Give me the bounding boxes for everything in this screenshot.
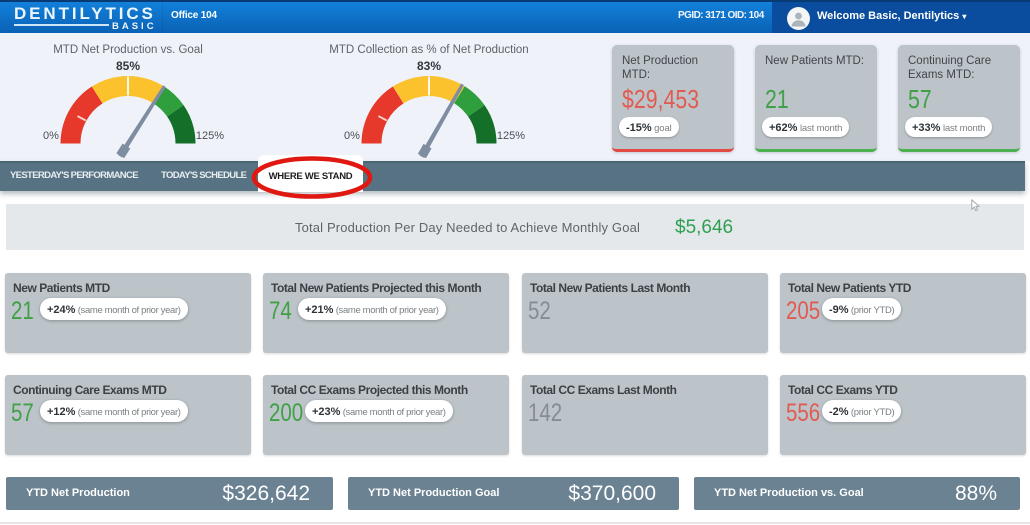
svg-text:83%: 83%: [417, 59, 441, 73]
svg-text:0%: 0%: [43, 130, 59, 142]
svg-text:125%: 125%: [196, 130, 224, 142]
svg-text:85%: 85%: [116, 59, 140, 73]
svg-text:0%: 0%: [344, 130, 360, 142]
svg-text:125%: 125%: [497, 130, 525, 142]
